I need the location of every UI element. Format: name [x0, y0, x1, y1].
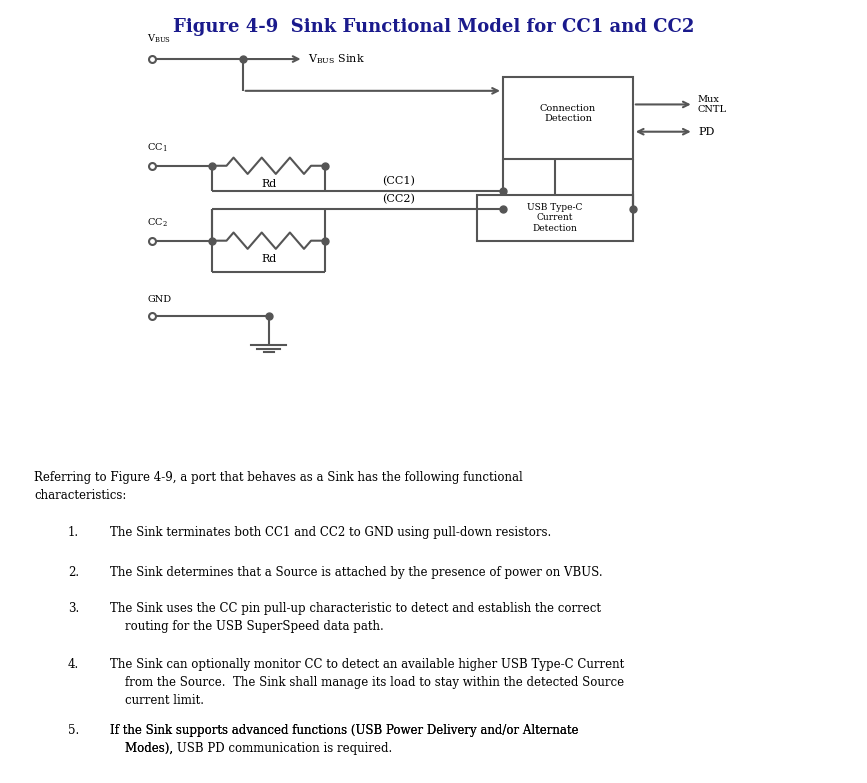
Text: Rd: Rd	[261, 254, 277, 265]
Text: PD: PD	[698, 127, 714, 137]
Text: If the Sink supports advanced functions (USB Power Delivery and/or Alternate
   : If the Sink supports advanced functions …	[110, 723, 578, 755]
Text: (CC2): (CC2)	[382, 194, 415, 204]
Text: 4.: 4.	[68, 658, 79, 671]
FancyBboxPatch shape	[503, 78, 633, 159]
Text: 3.: 3.	[68, 602, 79, 615]
Text: The Sink can optionally monitor CC to detect an available higher USB Type-C Curr: The Sink can optionally monitor CC to de…	[110, 658, 624, 707]
Text: $\mathregular{CC_2}$: $\mathregular{CC_2}$	[147, 217, 168, 229]
Text: Rd: Rd	[261, 179, 277, 189]
Text: $\mathregular{CC_1}$: $\mathregular{CC_1}$	[147, 142, 168, 154]
Text: Figure 4-9  Sink Functional Model for CC1 and CC2: Figure 4-9 Sink Functional Model for CC1…	[173, 18, 694, 36]
Text: 1.: 1.	[68, 526, 79, 539]
Text: The Sink determines that a Source is attached by the presence of power on VBUS.: The Sink determines that a Source is att…	[110, 566, 603, 579]
Text: 5.: 5.	[68, 723, 79, 737]
Text: The Sink terminates both CC1 and CC2 to GND using pull-down resistors.: The Sink terminates both CC1 and CC2 to …	[110, 526, 551, 539]
Text: If the Sink supports advanced functions (USB Power Delivery and/or Alternate
   : If the Sink supports advanced functions …	[110, 723, 578, 755]
Text: Mux
CNTL: Mux CNTL	[698, 95, 727, 114]
Text: $\mathregular{V_{BUS}}$: $\mathregular{V_{BUS}}$	[147, 33, 172, 45]
Text: 2.: 2.	[68, 566, 79, 579]
Text: (CC1): (CC1)	[382, 176, 415, 186]
Text: $\mathregular{V_{BUS}}$ Sink: $\mathregular{V_{BUS}}$ Sink	[308, 52, 365, 66]
Text: USB Type-C
Current
Detection: USB Type-C Current Detection	[527, 203, 583, 233]
Text: Connection
Detection: Connection Detection	[540, 104, 596, 123]
Text: Referring to Figure 4-9, a port that behaves as a Sink has the following functio: Referring to Figure 4-9, a port that beh…	[35, 471, 523, 502]
Text: The Sink uses the CC pin pull-up characteristic to detect and establish the corr: The Sink uses the CC pin pull-up charact…	[110, 602, 601, 633]
FancyBboxPatch shape	[477, 195, 633, 240]
Text: GND: GND	[147, 295, 172, 305]
